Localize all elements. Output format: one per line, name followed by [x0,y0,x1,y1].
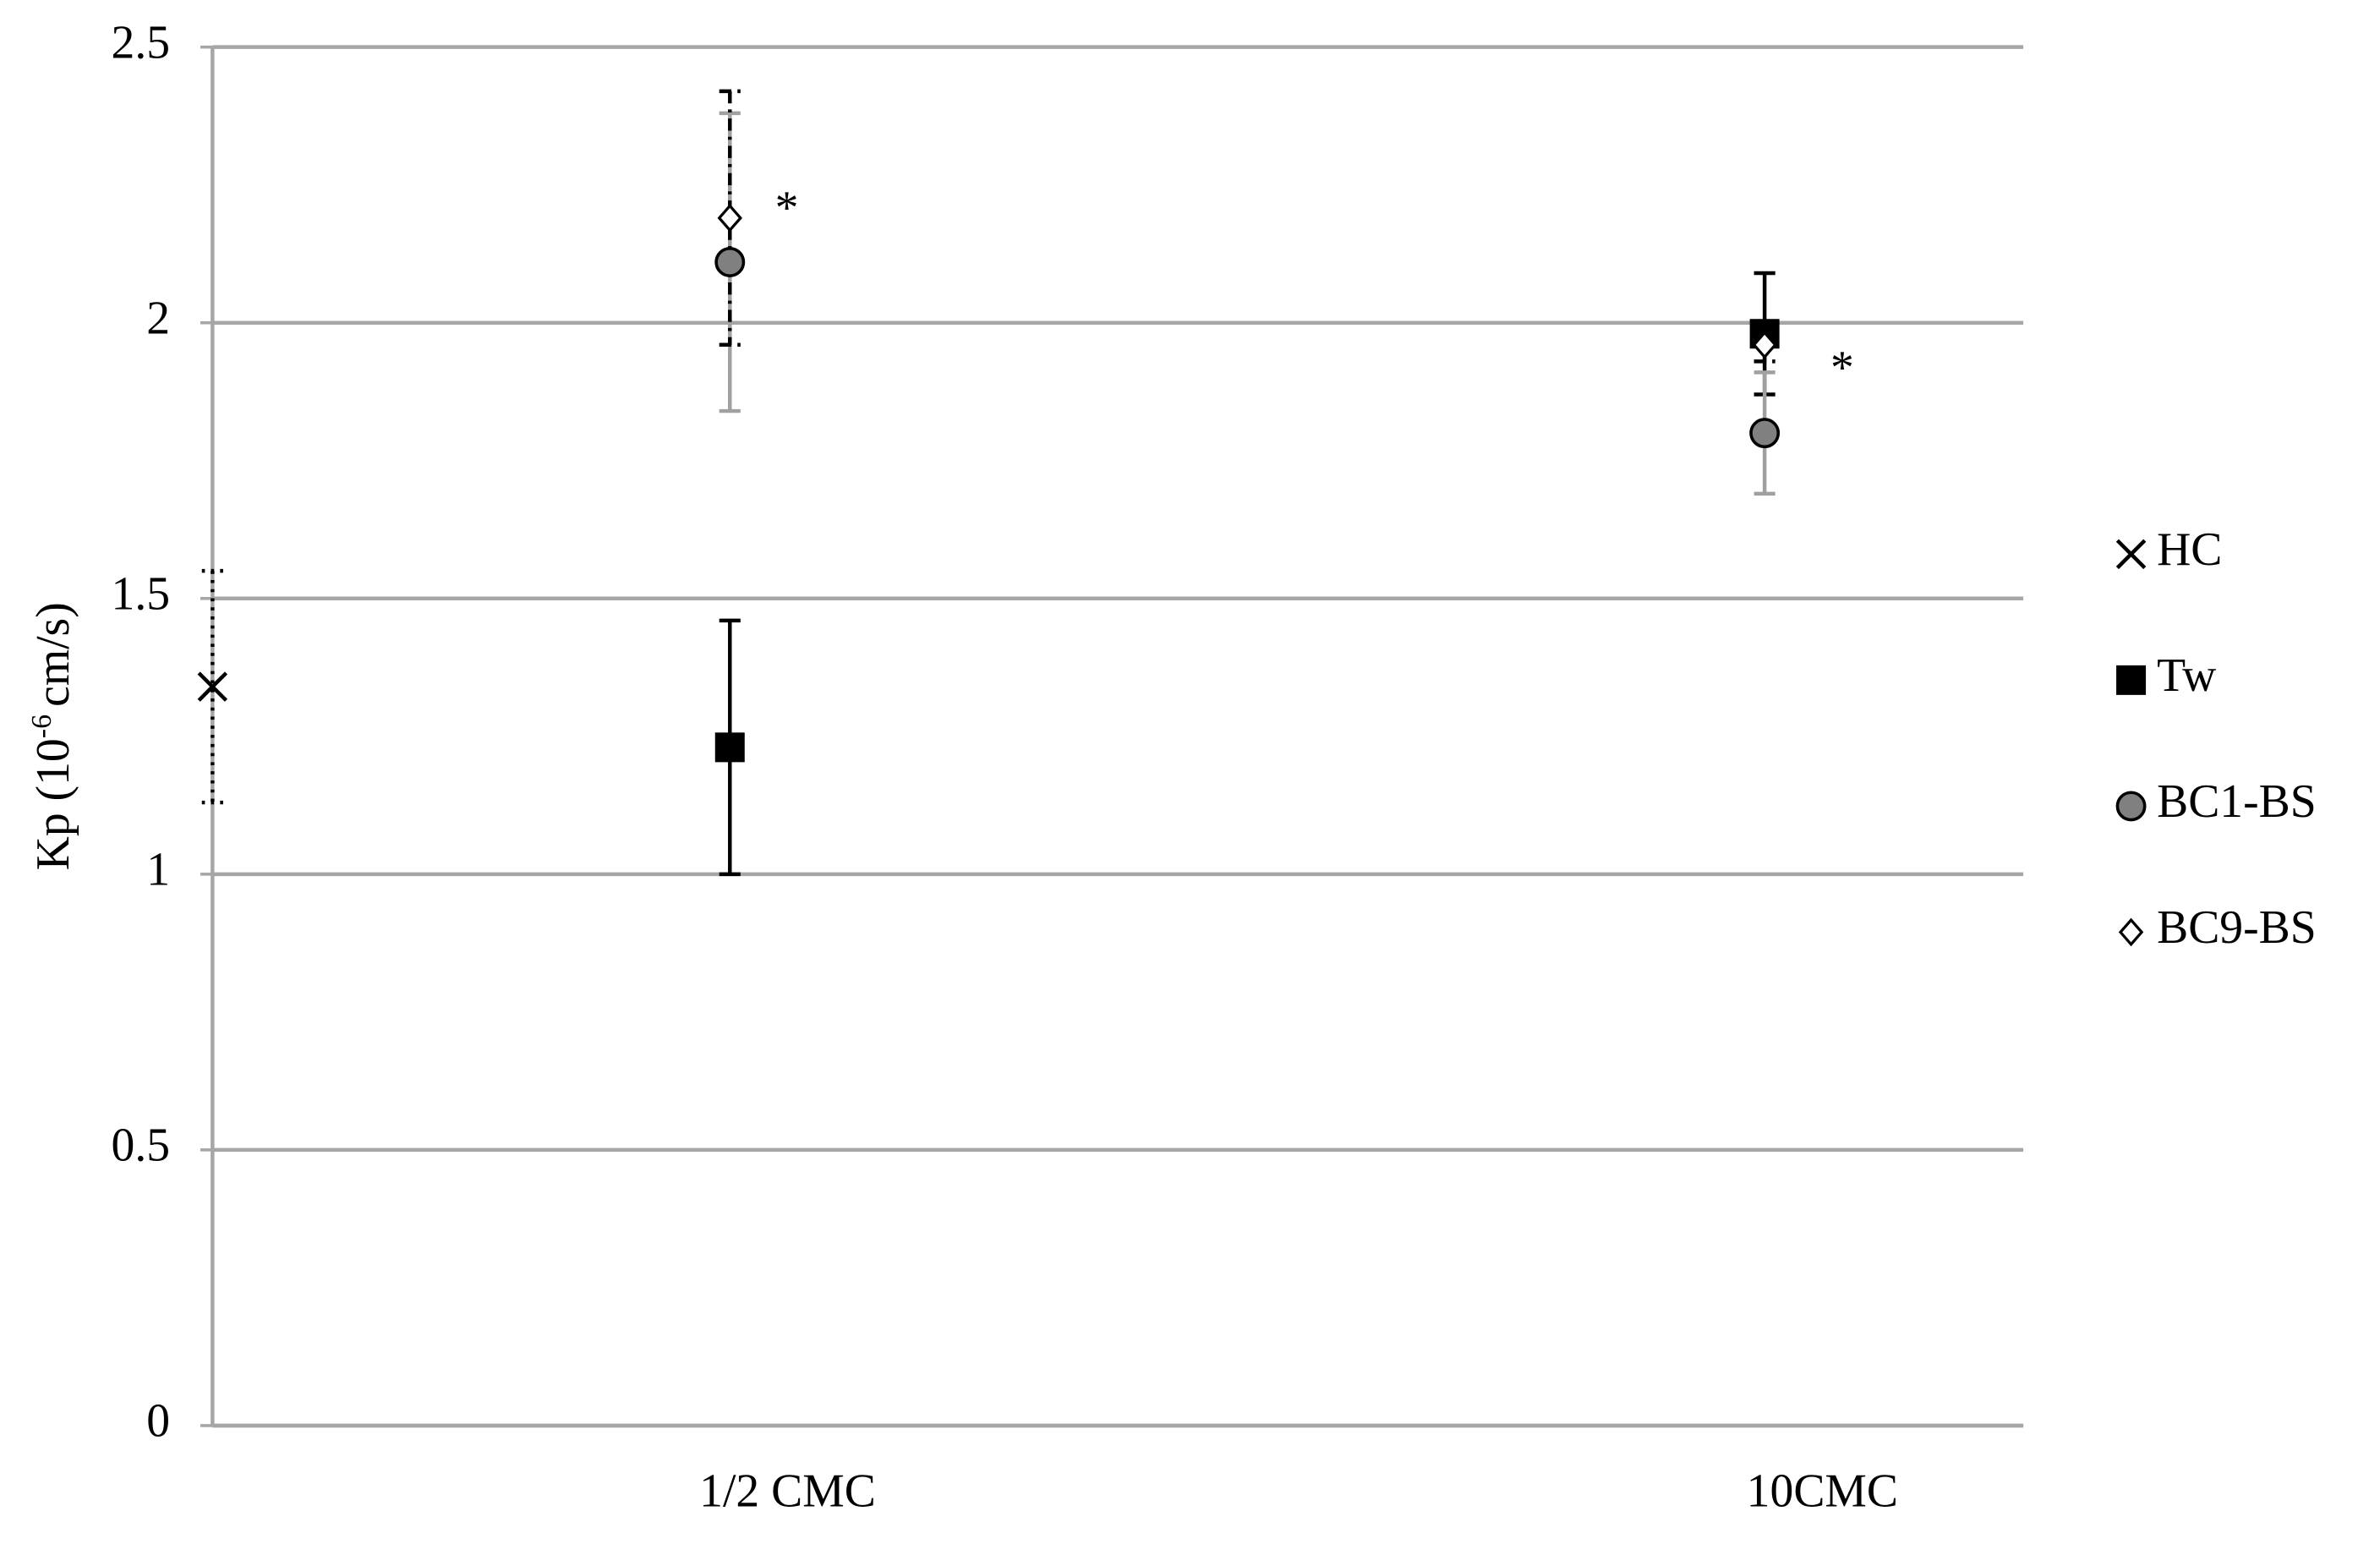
y-tick-label: 1 [146,844,170,896]
legend-label: Tw [2157,649,2216,702]
data-point [197,671,228,702]
data-point [1752,330,1777,359]
data-point [1749,418,1781,449]
legend-marker [2118,917,2144,947]
y-label-text: Kp (10 [27,738,79,870]
data-point [717,203,742,233]
legend-marker [2115,791,2147,822]
y-axis-label: Kp (10-6 cm/s) [26,602,79,870]
legend-label: HC [2157,523,2222,576]
legend-label: BC1-BS [2157,775,2317,828]
x-tick-label: 1/2 CMC [699,1465,876,1517]
y-tick-label: 1.5 [112,568,171,621]
data-point [714,732,745,763]
data-point [714,247,746,277]
error-bar [719,89,741,348]
y-tick-label: 2 [146,292,170,344]
legend-marker [2115,539,2147,570]
annotation: * [1830,342,1854,394]
legend-marker [2116,665,2147,695]
error-bar [201,568,223,805]
annotation: * [775,182,799,234]
y-tick-label: 0 [146,1395,170,1448]
y-tick-label: 0.5 [112,1120,171,1172]
legend-label: BC9-BS [2157,901,2317,954]
y-label-unit: cm/s) [27,602,79,707]
y-label-superscript: -6 [26,715,57,738]
y-tick-label: 2.5 [112,16,171,68]
x-tick-label: 10CMC [1747,1465,1898,1517]
